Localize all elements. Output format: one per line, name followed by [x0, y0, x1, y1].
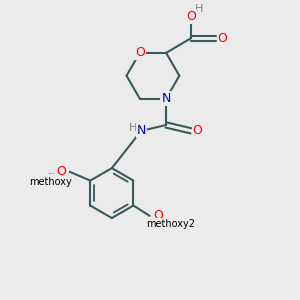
Text: methoxy: methoxy: [29, 177, 72, 187]
Text: O: O: [153, 209, 163, 222]
Text: N: N: [136, 124, 146, 137]
Text: O: O: [186, 10, 196, 23]
Text: methoxy: methoxy: [48, 172, 55, 174]
Text: N: N: [161, 92, 171, 105]
Text: O: O: [57, 165, 66, 178]
Text: H: H: [129, 123, 137, 133]
Text: O: O: [135, 46, 145, 59]
Text: O: O: [218, 32, 227, 45]
Text: O: O: [193, 124, 202, 137]
Text: H: H: [195, 4, 203, 14]
Text: methoxy: methoxy: [48, 170, 54, 171]
Text: methoxy2: methoxy2: [146, 219, 195, 229]
